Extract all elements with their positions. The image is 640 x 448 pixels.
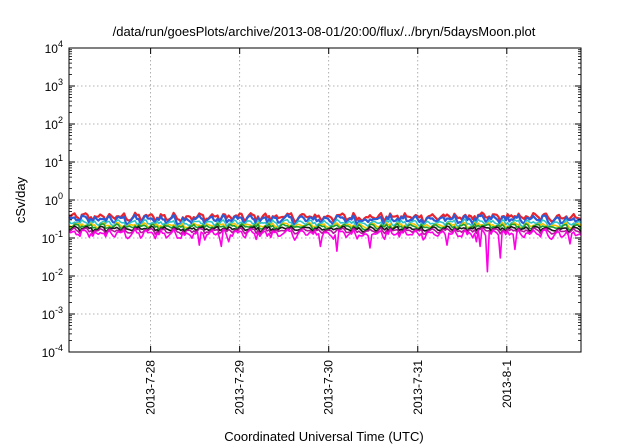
x-axis-label: Coordinated Universal Time (UTC) <box>224 429 423 444</box>
grid <box>69 48 581 352</box>
y-tick-label: 104 <box>45 39 63 56</box>
y-axis-label: cSv/day <box>13 176 28 223</box>
y-tick-label: 101 <box>45 153 63 170</box>
y-tick-label: 103 <box>45 77 63 94</box>
x-tick-label: 2013-7-29 <box>233 360 247 415</box>
x-tick-label: 2013-7-31 <box>411 360 425 415</box>
x-tick-label: 2013-7-28 <box>144 360 158 415</box>
series-group <box>68 211 582 273</box>
y-tick-group: 10-4 10-3 10-2 10-1 100 101 102 103 104 <box>42 39 581 360</box>
y-tick-label: 100 <box>45 191 63 208</box>
y-tick-label: 10-4 <box>42 343 63 360</box>
x-tick-label: 2013-7-30 <box>322 360 336 415</box>
x-tick-group: 2013-7-28 2013-7-29 2013-7-30 2013-7-31 2013… <box>144 48 514 415</box>
x-tick-label: 2013-8-1 <box>500 360 514 408</box>
y-tick-label: 10-3 <box>42 305 63 322</box>
y-tick-label: 10-2 <box>42 267 63 284</box>
series-line <box>68 226 582 235</box>
chart-title: /data/run/goesPlots/archive/2013-08-01/2… <box>113 24 536 39</box>
y-tick-label: 102 <box>45 115 63 132</box>
series-line <box>68 222 582 231</box>
series-line <box>68 228 582 273</box>
series-line <box>68 225 582 233</box>
series-line <box>68 213 582 227</box>
series-line <box>68 218 582 228</box>
y-tick-label: 10-1 <box>42 229 63 246</box>
